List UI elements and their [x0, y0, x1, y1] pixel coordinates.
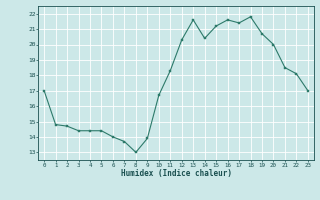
- X-axis label: Humidex (Indice chaleur): Humidex (Indice chaleur): [121, 169, 231, 178]
